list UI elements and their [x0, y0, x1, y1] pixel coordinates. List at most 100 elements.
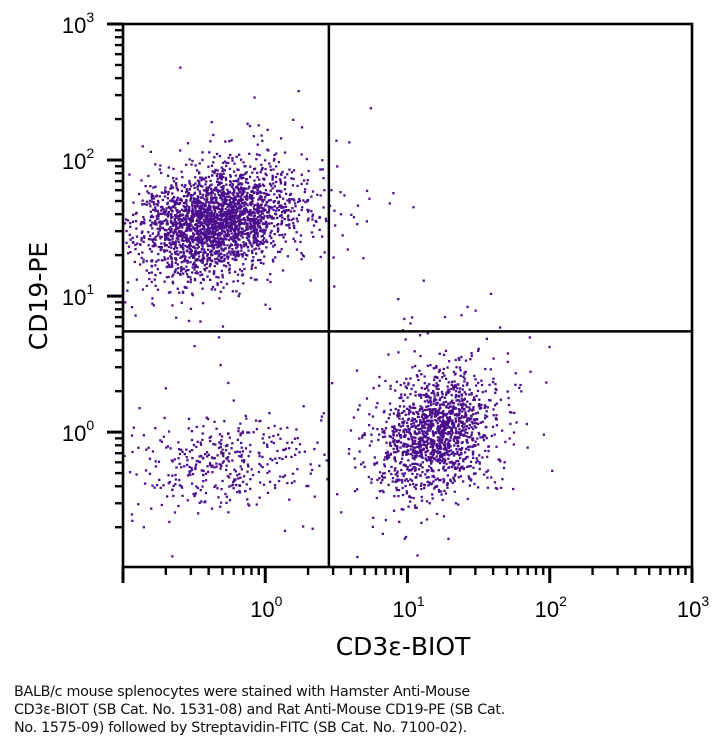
data-point — [292, 224, 296, 228]
data-point — [407, 505, 410, 508]
data-point — [412, 384, 415, 387]
data-point — [420, 415, 424, 419]
data-point — [454, 413, 457, 416]
data-point — [151, 227, 154, 230]
data-point — [224, 492, 227, 496]
data-point — [226, 205, 229, 209]
data-point — [237, 250, 240, 253]
data-point — [459, 475, 462, 478]
data-point — [339, 213, 343, 216]
data-point — [211, 197, 214, 201]
data-point — [208, 462, 212, 465]
data-point — [427, 423, 431, 426]
data-point — [243, 217, 246, 220]
data-point — [219, 242, 222, 246]
data-point — [418, 442, 421, 445]
data-point — [262, 441, 266, 444]
data-point — [206, 275, 209, 278]
data-point — [195, 232, 198, 235]
data-point — [262, 207, 265, 211]
data-point — [437, 447, 440, 451]
data-point — [444, 349, 448, 352]
data-point — [227, 161, 230, 165]
data-point — [194, 467, 197, 471]
data-point — [200, 241, 203, 244]
data-point — [428, 408, 432, 411]
data-point — [204, 269, 207, 272]
data-point — [258, 243, 261, 246]
data-point — [188, 206, 191, 209]
data-point — [164, 236, 168, 239]
data-point — [146, 190, 149, 193]
data-point — [399, 436, 402, 439]
data-point — [174, 230, 177, 234]
data-point — [229, 180, 232, 183]
data-point — [200, 247, 203, 251]
data-point — [429, 456, 433, 459]
data-point — [245, 171, 248, 174]
data-point — [159, 235, 162, 238]
data-point — [276, 206, 279, 210]
data-point — [270, 440, 273, 443]
data-point — [234, 235, 238, 238]
data-point — [131, 519, 134, 522]
data-point — [218, 227, 222, 230]
data-point — [235, 207, 239, 210]
data-point — [229, 201, 232, 204]
data-point — [248, 504, 251, 507]
data-point — [235, 247, 238, 250]
data-point — [280, 248, 283, 251]
data-point — [292, 118, 295, 121]
data-point — [238, 153, 241, 156]
data-point — [418, 431, 421, 434]
data-point — [409, 322, 412, 325]
data-point — [393, 439, 396, 442]
data-point — [185, 233, 188, 237]
data-point — [239, 158, 243, 161]
data-point — [262, 433, 265, 436]
data-point — [443, 460, 447, 463]
data-point — [191, 203, 194, 206]
data-point — [224, 176, 227, 180]
data-point — [224, 449, 228, 452]
data-point — [227, 381, 230, 385]
data-point — [216, 487, 219, 490]
data-point — [435, 512, 439, 516]
data-point — [393, 457, 396, 460]
data-point — [199, 204, 202, 207]
data-point — [277, 189, 280, 193]
data-point — [438, 407, 441, 410]
data-point — [501, 429, 504, 432]
data-point — [206, 254, 209, 257]
data-point — [158, 229, 161, 232]
data-point — [254, 226, 257, 229]
data-point — [128, 471, 132, 474]
data-point — [253, 96, 256, 99]
data-point — [260, 134, 263, 137]
data-point — [455, 448, 458, 451]
data-point — [446, 420, 449, 423]
data-point — [283, 233, 287, 236]
data-point — [207, 186, 210, 189]
data-point — [353, 457, 356, 460]
data-point — [150, 271, 153, 274]
data-point — [177, 267, 180, 270]
data-point — [213, 264, 216, 268]
data-point — [198, 241, 201, 244]
data-point — [265, 174, 268, 177]
data-point — [458, 366, 462, 369]
data-point — [443, 451, 446, 455]
data-point — [195, 237, 198, 240]
data-point — [230, 484, 233, 487]
data-point — [229, 174, 232, 177]
data-point — [209, 215, 212, 218]
data-point — [221, 260, 224, 263]
data-point — [467, 475, 470, 478]
data-point — [414, 425, 418, 428]
data-point — [201, 185, 204, 188]
data-point — [150, 250, 153, 253]
data-point — [227, 190, 230, 193]
data-point — [196, 188, 199, 191]
data-point — [300, 126, 304, 129]
data-point — [222, 190, 225, 194]
